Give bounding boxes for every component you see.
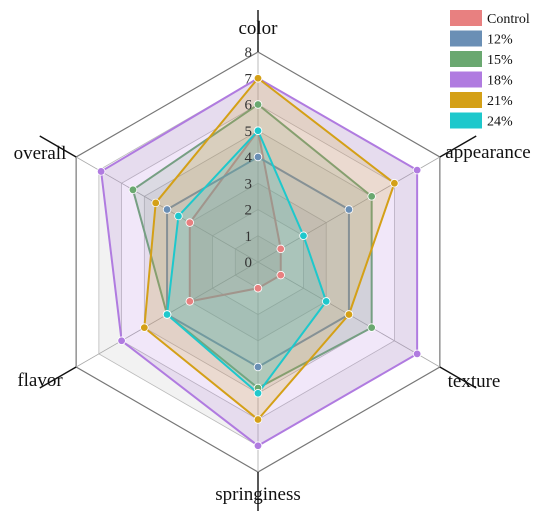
point-15pct-color [253,100,263,109]
point-24pct-appearance [299,231,308,240]
legend-swatch-12pct [450,30,482,47]
point-12pct-color [253,152,263,162]
point-21pct-springiness [253,415,263,424]
point-15pct-appearance [367,192,376,201]
tick-label-4: 4 [245,150,253,166]
tick-label-7: 7 [245,71,253,87]
axis-label-appearance: appearance [445,142,530,163]
legend-swatch-21pct [450,92,482,108]
point-12pct-appearance [344,205,354,214]
point-21pct-appearance [390,179,399,188]
tick-label-2: 2 [245,203,253,219]
spoke-ext-flavor [39,366,77,389]
legend: Control 12% 15% 18% 21% 24% [450,10,530,130]
point-21pct-flavor [140,323,149,332]
point-24pct-springiness [253,389,263,398]
radar-series [100,77,419,447]
point-control-texture [276,270,285,280]
point-18pct-appearance [412,165,422,175]
point-24pct-texture [321,297,331,306]
legend-label-15pct: 15% [487,53,513,68]
tick-label-6: 6 [245,98,253,114]
legend-label-control: Control [487,12,530,27]
point-18pct-texture [412,349,422,359]
point-control-springiness [253,284,263,293]
point-21pct-color [253,74,263,83]
axis-label-overall: overall [14,143,67,164]
point-21pct-texture [344,310,354,319]
tick-label-5: 5 [245,124,253,140]
legend-label-24pct: 24% [487,115,513,130]
legend-swatch-15pct [450,51,482,67]
radar-points [96,74,422,450]
axis-label-texture: texture [448,371,501,392]
legend-swatch-24pct [450,112,482,129]
point-21pct-overall [151,198,160,208]
point-18pct-overall [96,167,106,176]
radar-axis-labels: color appearance texture springiness flavor o… [14,18,531,505]
legend-label-21pct: 21% [487,94,513,109]
point-18pct-springiness [253,441,263,450]
axis-label-springiness: springiness [215,484,301,505]
point-12pct-springiness [253,362,263,372]
point-control-appearance [276,244,285,254]
point-24pct-color [253,126,263,135]
point-12pct-overall [162,205,172,214]
legend-label-18pct: 18% [487,74,513,89]
radar-tick-labels: 0 1 2 3 4 5 6 7 8 [245,45,253,271]
legend-swatch-control [450,10,482,26]
tick-label-3: 3 [245,176,253,192]
tick-label-1: 1 [245,229,253,245]
point-18pct-flavor [117,336,126,345]
point-control-overall [185,218,195,227]
point-24pct-flavor [162,310,172,319]
axis-label-color: color [238,18,278,39]
tick-label-8: 8 [245,45,253,61]
point-15pct-texture [367,323,376,332]
legend-label-12pct: 12% [487,33,513,48]
spoke-ext-appearance [439,135,477,158]
point-15pct-overall [128,185,138,195]
point-control-flavor [185,297,195,306]
tick-label-0: 0 [245,255,253,271]
radar-grid [39,10,477,511]
spoke-ext-texture [439,366,477,389]
axis-label-flavor: flavor [17,370,63,391]
point-24pct-overall [174,211,183,221]
legend-swatch-18pct [450,71,482,88]
spoke-ext-overall [39,135,77,158]
